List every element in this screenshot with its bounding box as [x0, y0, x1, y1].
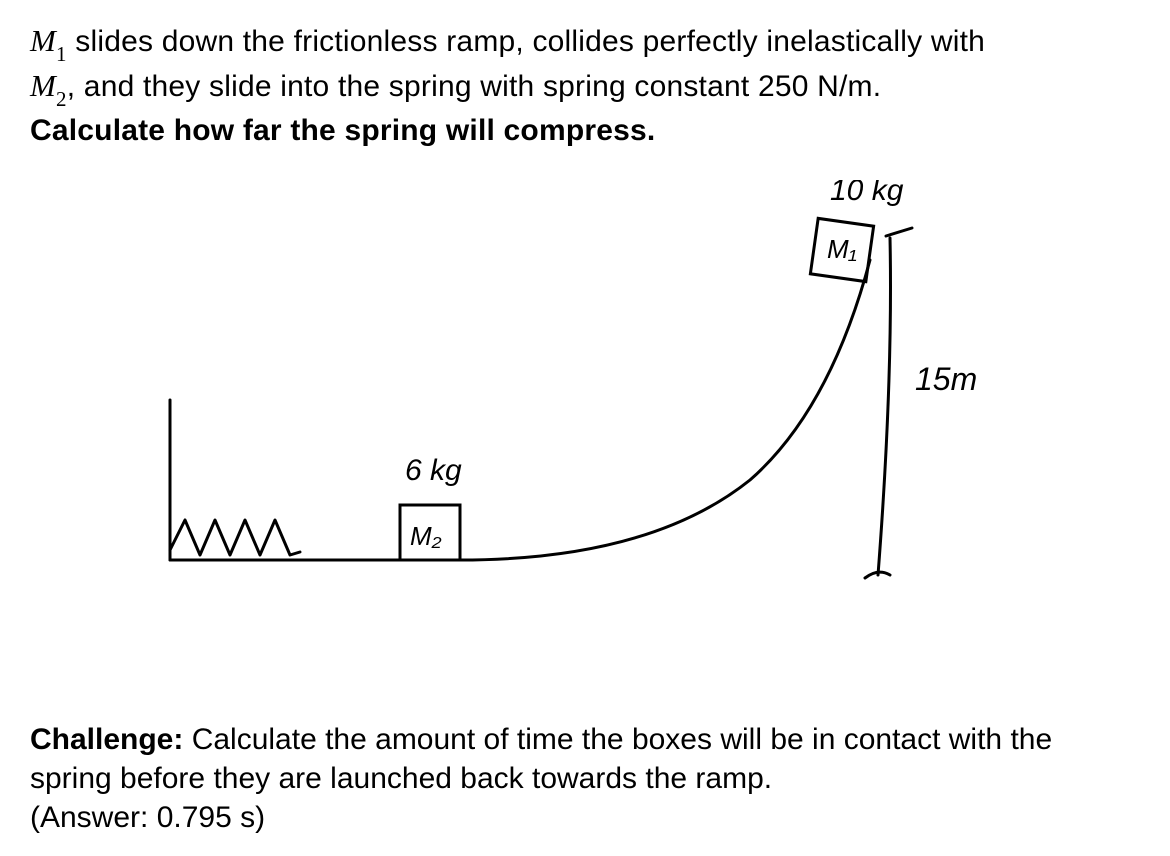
challenge-text: Calculate the amount of time the boxes w…	[30, 723, 1052, 795]
m2-box-label: M₂	[410, 521, 442, 551]
problem-line2a: , and they slide into the spring with sp…	[67, 70, 758, 103]
m1-mass-label: 10 kg	[830, 180, 904, 207]
challenge-section: Challenge: Calculate the amount of time …	[30, 720, 1140, 837]
height-label: 15m	[915, 361, 977, 397]
m1-box-label: M₁	[827, 234, 857, 264]
m2-mass-label: 6 kg	[405, 454, 462, 487]
spring-constant: 250 N/m	[758, 70, 873, 103]
var-M2-M: M	[30, 68, 56, 103]
physics-diagram: 10 kg M₁ 6 kg M₂ 15m	[130, 180, 1010, 610]
challenge-answer: (Answer: 0.795 s)	[30, 801, 265, 834]
problem-line1: slides down the frictionless ramp, colli…	[67, 25, 985, 58]
problem-line2b: .	[873, 70, 882, 103]
problem-statement: M1 slides down the frictionless ramp, co…	[30, 20, 1140, 151]
problem-question: Calculate how far the spring will compre…	[30, 114, 655, 147]
challenge-label: Challenge:	[30, 723, 183, 756]
var-M1-M: M	[30, 23, 56, 58]
var-M2-sub: 2	[56, 87, 67, 111]
var-M1-sub: 1	[56, 42, 67, 66]
